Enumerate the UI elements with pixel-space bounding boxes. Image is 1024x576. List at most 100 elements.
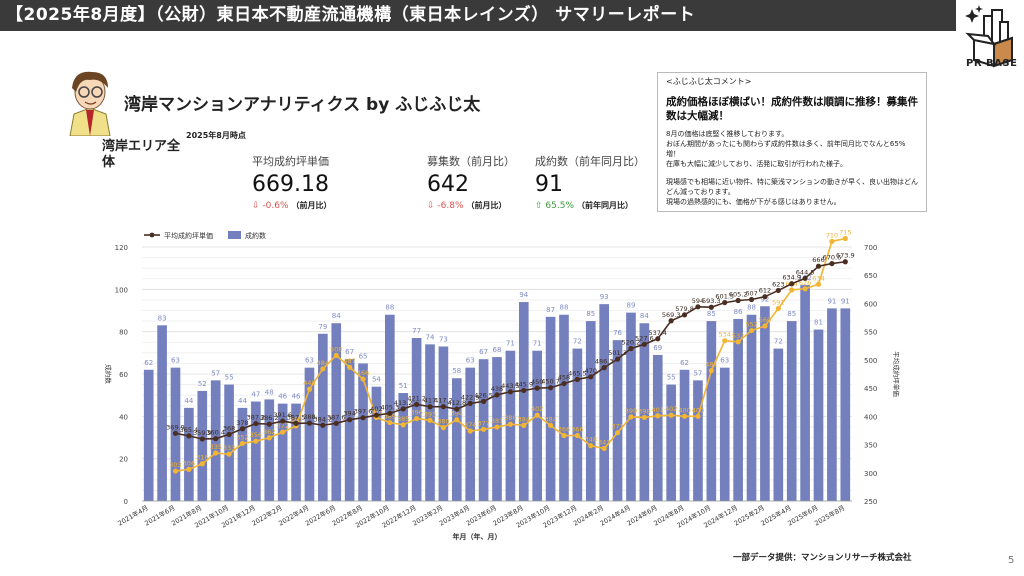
price-series-point (172, 430, 179, 436)
listing-series-point (614, 430, 621, 436)
price-series-point (789, 281, 795, 287)
bar (840, 308, 851, 501)
listing-series-point (427, 417, 433, 423)
price-series-point (507, 389, 513, 395)
bar (706, 321, 717, 501)
y2-tick-label: 350 (864, 442, 877, 450)
comment-paragraph: おぼん期間があったにも関わらず成約件数は多く、前年同月比でなんと65%増！ (666, 140, 906, 158)
listing-series-value-label: 356 (250, 431, 262, 439)
report-title-bar: 【2025年8月度】（公財）東日本不動産流通機構（東日本レインズ） サマリーレポ… (0, 0, 956, 31)
listing-series-point (547, 422, 554, 428)
bar-value-label: 44 (238, 397, 247, 405)
price-series-point (561, 380, 567, 387)
listing-series-point (454, 417, 460, 423)
bar-value-label: 74 (426, 333, 435, 341)
price-series-value-label: 443.5 (501, 382, 520, 390)
kpi-change: -0.6% (262, 201, 289, 211)
bar (800, 285, 810, 501)
price-series-point (266, 421, 272, 427)
price-series-point (239, 426, 246, 432)
comment-paragraph: 在庫も大幅に減少しており、活発に取引が行われた様子。 (666, 160, 847, 168)
price-series-point (628, 345, 634, 352)
price-series-value-label: 397.6 (354, 408, 373, 416)
comment-headline: 成約価格ほぼ横ばい！成約件数は順調に推移！募集件数は大幅減！ (666, 96, 918, 122)
comment-paragraph: 現場の過熱感的にも、価格が下がる感じはありません。 (666, 198, 841, 206)
kpi-value: 642 (427, 172, 469, 197)
price-series-point (186, 433, 192, 439)
listing-series-point (494, 424, 500, 430)
bar-value-label: 55 (225, 374, 234, 382)
bar-value-label: 71 (506, 340, 515, 348)
kpi-change: -6.8% (437, 201, 464, 211)
bar (385, 314, 395, 501)
y-tick-label: 40 (119, 413, 128, 421)
bar (786, 321, 797, 501)
price-series-point (293, 420, 299, 426)
listing-series-value-label: 366 (558, 426, 570, 434)
comment-gap (666, 169, 918, 177)
bar-value-label: 48 (265, 388, 274, 396)
y2-tick-label: 450 (864, 385, 877, 393)
y2-tick-label: 550 (864, 329, 877, 337)
price-series-point (467, 400, 473, 407)
bar (184, 407, 194, 501)
price-series-point (387, 410, 393, 416)
kpi-value: 669.18 (252, 172, 329, 197)
bar (358, 363, 368, 501)
price-series-point (347, 417, 353, 423)
listing-series-value-label: 626 (799, 279, 811, 287)
price-series-point (534, 385, 540, 391)
price-series-value-label: 450 (531, 378, 543, 386)
price-series-value-label: 405.3 (381, 403, 400, 411)
listing-series-point (695, 413, 701, 419)
arrow-down-icon: ⇩ (252, 201, 260, 211)
bar (585, 321, 596, 501)
comment-paragraph: 現場感でも相場に近い物件、特に築浅マンションの動きが早く、良い出物はどんどん減っ… (666, 178, 918, 196)
bar-value-label: 54 (372, 376, 381, 384)
bar (639, 323, 650, 501)
bar (773, 348, 784, 501)
listing-series-value-label: 372 (276, 422, 288, 430)
bar-value-label: 89 (627, 302, 636, 310)
listing-series-value-label: 396 (410, 409, 422, 417)
price-series-point (842, 259, 848, 265)
bar-value-label: 83 (158, 314, 167, 322)
price-series-value-label: 369.9 (166, 423, 185, 431)
bar (304, 367, 315, 501)
bar-value-label: 88 (747, 304, 756, 312)
listing-series-point (467, 428, 473, 434)
price-series-value-label: 673.9 (836, 252, 855, 260)
bar-value-label: 84 (640, 312, 649, 320)
listing-series-value-label: 402 (665, 405, 677, 413)
listing-series-point (266, 435, 272, 441)
bar-value-label: 84 (332, 312, 341, 320)
bar (733, 318, 743, 501)
legend-point-swatch (149, 232, 155, 238)
price-series-value-label: 445.9 (514, 380, 533, 388)
bar-value-label: 72 (774, 338, 783, 346)
bar (451, 378, 462, 501)
listing-series-value-label: 366 (571, 426, 583, 434)
price-series-value-label: 601.5 (715, 293, 734, 301)
price-series-point (481, 398, 487, 404)
bar-value-label: 86 (734, 308, 743, 316)
listing-series-point (521, 422, 527, 428)
price-series-point (829, 260, 835, 267)
listing-series-point (347, 364, 353, 370)
y-tick-label: 80 (119, 329, 128, 337)
price-series-value-label: 612 (759, 287, 771, 295)
price-series-value-label: 458 (558, 374, 570, 382)
price-series-point (641, 341, 647, 347)
listing-series-value-label: 398 (638, 407, 650, 415)
listing-series-point (748, 327, 755, 334)
listing-series-value-label: 534 (719, 331, 731, 339)
price-series-value-label: 527.6 (635, 334, 654, 342)
listing-series-point (655, 413, 661, 419)
bar (693, 380, 703, 501)
price-series-point (614, 356, 621, 362)
bar-value-label: 79 (318, 323, 327, 331)
pr-base-logo-icon (965, 5, 1013, 68)
price-series-value-label: 386.2 (260, 414, 279, 422)
listing-series-value-label: 402 (531, 405, 543, 413)
price-series-point (213, 436, 219, 442)
